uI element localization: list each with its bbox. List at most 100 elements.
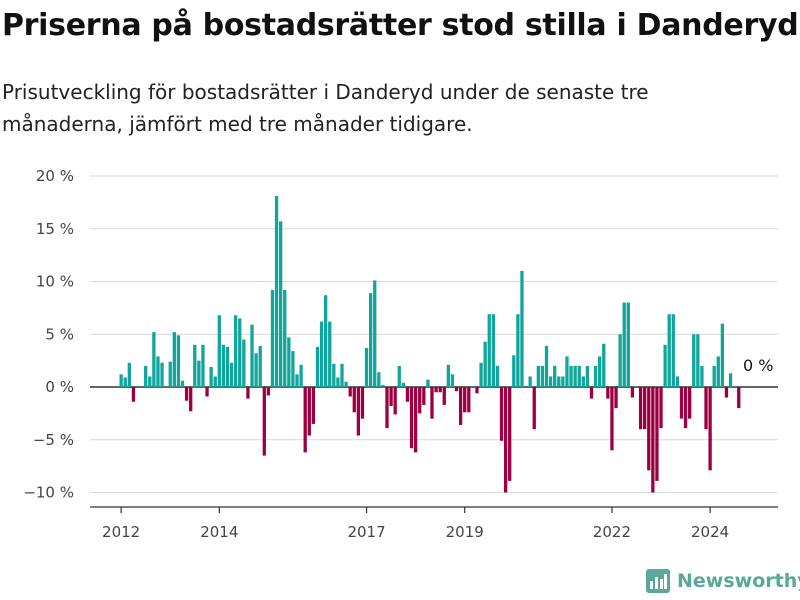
bar	[274, 196, 279, 387]
bar	[557, 376, 561, 387]
bar	[270, 289, 275, 387]
chart-subtitle: Prisutveckling för bostadsrätter i Dande…	[2, 80, 649, 136]
bar	[295, 374, 299, 387]
bar	[299, 364, 303, 387]
bar	[262, 387, 266, 456]
bar	[708, 387, 712, 471]
bar	[638, 387, 643, 430]
bar	[655, 387, 659, 481]
bar	[630, 387, 635, 398]
bar	[332, 363, 336, 387]
bar	[385, 387, 389, 429]
bar	[643, 387, 647, 430]
bar	[418, 387, 422, 414]
bar	[520, 270, 524, 387]
bar	[614, 387, 618, 409]
bar	[413, 387, 418, 453]
bar	[287, 337, 291, 387]
bar	[279, 221, 283, 387]
bar	[512, 355, 516, 387]
bar	[180, 380, 185, 387]
bar	[577, 365, 581, 387]
bar	[221, 344, 226, 387]
bar	[254, 353, 258, 387]
bar	[336, 377, 340, 387]
bar	[712, 365, 716, 387]
bar	[393, 387, 397, 415]
bar	[324, 295, 328, 387]
x-tick-label: 2024	[691, 523, 729, 541]
bar	[651, 387, 655, 493]
bar	[495, 365, 500, 387]
bar	[458, 387, 463, 425]
bar	[160, 362, 164, 387]
y-tick-label: 20 %	[36, 167, 74, 185]
bar	[581, 376, 585, 387]
bar	[234, 315, 238, 387]
bar	[434, 387, 438, 393]
bar	[356, 387, 361, 436]
bar	[242, 339, 246, 387]
bar	[368, 293, 373, 387]
bar	[569, 365, 573, 387]
bar	[152, 332, 156, 387]
bar	[467, 387, 471, 413]
y-tick-label: 0 %	[45, 378, 74, 396]
bar	[720, 323, 725, 387]
bar	[728, 373, 733, 387]
bar	[176, 335, 181, 387]
bar	[565, 356, 569, 387]
bar	[364, 347, 369, 387]
bar	[168, 361, 172, 387]
bar	[573, 365, 577, 387]
bar	[626, 302, 630, 387]
bar	[250, 324, 254, 387]
bar	[700, 365, 704, 387]
x-tick-label: 2017	[347, 523, 385, 541]
bar	[266, 387, 271, 396]
bar	[156, 356, 160, 387]
bar	[548, 376, 553, 387]
bar	[360, 387, 365, 419]
y-axis-ticks: 20 % 15 % 10 % 5 % 0 % −5 % −10 %	[23, 167, 74, 502]
bar	[172, 332, 176, 387]
bar	[389, 387, 393, 406]
bar	[225, 346, 230, 387]
bar	[737, 387, 741, 409]
bar	[311, 387, 316, 424]
bar	[144, 365, 148, 387]
bar	[197, 360, 201, 387]
x-axis: 2012 2014 2017 2019 2022 2024	[90, 506, 778, 541]
bar	[540, 365, 545, 387]
bar	[238, 318, 242, 387]
bar	[593, 365, 598, 387]
bar	[704, 387, 708, 430]
bar	[213, 376, 217, 387]
bar	[622, 302, 626, 387]
bar	[675, 376, 680, 387]
bar	[401, 382, 406, 387]
bar	[647, 387, 651, 471]
bar	[585, 365, 590, 387]
bar	[683, 387, 688, 429]
bar	[659, 387, 663, 429]
bar	[209, 366, 213, 387]
bar	[229, 362, 234, 387]
bar	[561, 376, 565, 387]
bar	[291, 351, 295, 387]
bar	[475, 387, 479, 394]
bar	[696, 334, 700, 387]
bar	[454, 387, 459, 392]
bar	[688, 387, 692, 419]
bar	[127, 362, 131, 387]
bar	[503, 387, 508, 493]
bar	[442, 387, 446, 405]
gridlines	[90, 175, 778, 493]
bar	[344, 381, 348, 387]
bar	[217, 315, 221, 387]
bar	[491, 314, 495, 387]
y-tick-label: 5 %	[45, 325, 74, 343]
bar	[148, 376, 152, 387]
y-tick-label: −10 %	[23, 484, 74, 502]
bar	[528, 376, 532, 387]
